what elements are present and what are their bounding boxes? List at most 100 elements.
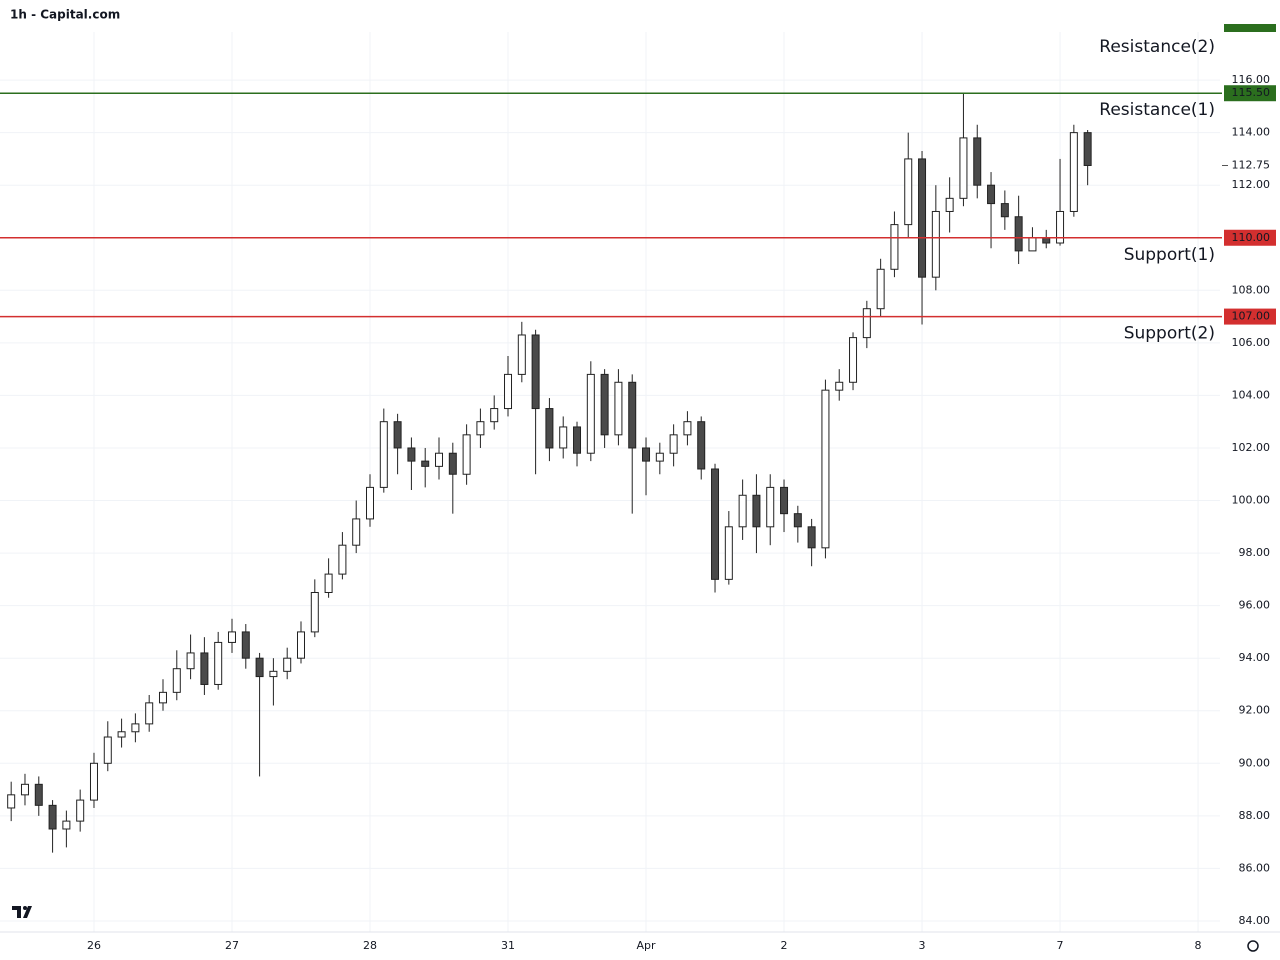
candle-body	[1056, 210, 1065, 244]
price-tag-label: 110.00	[1232, 231, 1271, 244]
candle-body	[1014, 216, 1023, 252]
candle-body	[20, 783, 29, 796]
candle-body	[89, 762, 98, 801]
candle-body	[890, 224, 899, 270]
candle-body	[476, 421, 485, 436]
candle-body	[407, 447, 416, 462]
candle-body	[448, 452, 457, 475]
candle-body	[655, 452, 664, 462]
candle-body	[517, 334, 526, 375]
x-tick-label: 3	[919, 939, 926, 952]
candle-body	[973, 137, 982, 186]
x-tick-label: 26	[87, 939, 101, 952]
settings-icon[interactable]	[1247, 940, 1259, 952]
candle-body	[835, 381, 844, 391]
x-tick-label: 31	[501, 939, 515, 952]
candle-body	[531, 334, 540, 410]
x-tick-label: 28	[363, 939, 377, 952]
candle-body	[255, 657, 264, 678]
candle-body	[931, 210, 940, 278]
candle-body	[186, 652, 195, 670]
y-tick-label: 114.00	[1232, 126, 1271, 139]
candle-body	[158, 691, 167, 704]
candle-body	[669, 434, 678, 454]
candle-body	[200, 652, 209, 685]
chart-title: 1h - Capital.com	[10, 8, 120, 22]
x-tick-label: Apr	[637, 939, 657, 952]
candle-body	[904, 158, 913, 226]
candle-body	[545, 408, 554, 449]
price-tag	[1224, 85, 1276, 102]
candle-body	[504, 373, 513, 410]
candle-body	[131, 723, 140, 733]
tv-logo	[4, 896, 40, 926]
candle-body	[959, 137, 968, 199]
candle-body	[987, 184, 996, 205]
y-tick-label: 104.00	[1232, 388, 1271, 401]
candle-body	[7, 794, 16, 809]
candle-body	[379, 421, 388, 488]
candle-body	[48, 804, 57, 830]
candle-body	[338, 544, 347, 575]
candle-body	[600, 373, 609, 436]
candle-body	[269, 670, 278, 678]
candle-body	[918, 158, 927, 278]
y-tick-label: 100.00	[1232, 494, 1271, 507]
candle-body	[117, 731, 126, 738]
plot-area	[0, 92, 1222, 853]
candle-body	[780, 486, 789, 515]
level-name: Resistance(2)	[1099, 37, 1215, 57]
candle-body	[752, 494, 761, 528]
candle-body	[366, 486, 375, 520]
y-tick-label: 112.00	[1232, 178, 1271, 191]
candle-body	[241, 631, 250, 659]
y-tick-label: 90.00	[1239, 756, 1271, 769]
y-tick-label: 84.00	[1239, 914, 1271, 927]
candle-body	[172, 668, 181, 693]
y-tick-label: 102.00	[1232, 441, 1271, 454]
y-tick-label: 88.00	[1239, 809, 1271, 822]
candle-body	[697, 421, 706, 470]
last-price-label: 112.75	[1232, 158, 1271, 171]
candle-body	[62, 820, 71, 830]
candle-body	[34, 783, 43, 806]
candle-body	[1069, 132, 1078, 212]
candle-body	[462, 434, 471, 475]
candle-body	[145, 702, 154, 725]
candle-body	[214, 641, 223, 685]
candle-body	[945, 197, 954, 212]
candle-body	[296, 631, 305, 659]
candle-body	[559, 426, 568, 449]
x-tick-label: 2	[781, 939, 788, 952]
candle-body	[738, 494, 747, 528]
y-tick-label: 92.00	[1239, 704, 1271, 717]
candle-body	[76, 799, 85, 822]
price-tag	[1224, 229, 1276, 246]
candle-body	[614, 381, 623, 436]
y-tick-label: 86.00	[1239, 861, 1271, 874]
candle-body	[1000, 203, 1009, 218]
candle-body	[586, 373, 595, 454]
price-tag	[1224, 24, 1276, 32]
y-tick-label: 106.00	[1232, 336, 1271, 349]
candle-body	[1028, 237, 1037, 252]
candle-body	[283, 657, 292, 672]
candle-body	[310, 591, 319, 633]
candle-body	[642, 447, 651, 462]
candle-body	[766, 486, 775, 528]
candle-body	[435, 452, 444, 467]
candle-body	[876, 268, 885, 310]
candle-body	[724, 526, 733, 580]
level-name: Resistance(1)	[1099, 100, 1215, 120]
y-tick-label: 94.00	[1239, 651, 1271, 664]
level-name: Support(1)	[1124, 245, 1215, 265]
candle-body	[683, 421, 692, 436]
candle-body	[103, 736, 112, 764]
candle-body	[1083, 132, 1092, 166]
y-tick-label: 98.00	[1239, 546, 1271, 559]
candle-body	[1042, 237, 1051, 244]
candle-body	[849, 337, 858, 383]
x-tick-label: 8	[1195, 939, 1202, 952]
candle-body	[711, 468, 720, 580]
